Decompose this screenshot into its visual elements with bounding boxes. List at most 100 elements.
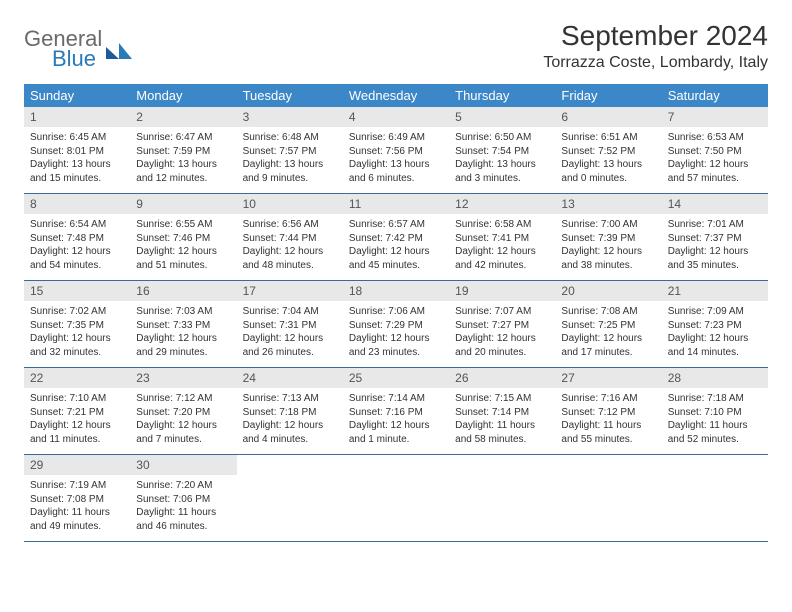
day-number: 30 <box>130 455 236 475</box>
day-info-line: and 42 minutes. <box>455 259 549 273</box>
day-info-line: Sunset: 7:33 PM <box>136 319 230 333</box>
day-number: 18 <box>343 281 449 301</box>
day-info-line: Daylight: 13 hours <box>243 158 337 172</box>
day-cell: 27Sunrise: 7:16 AMSunset: 7:12 PMDayligh… <box>555 368 661 454</box>
day-number: 11 <box>343 194 449 214</box>
day-info-line: and 57 minutes. <box>668 172 762 186</box>
empty-cell <box>555 455 661 541</box>
weeks-container: 1Sunrise: 6:45 AMSunset: 8:01 PMDaylight… <box>24 107 768 542</box>
empty-cell <box>343 455 449 541</box>
day-number: 6 <box>555 107 661 127</box>
day-info-line: Sunrise: 7:20 AM <box>136 479 230 493</box>
day-number: 16 <box>130 281 236 301</box>
day-info-line: and 4 minutes. <box>243 433 337 447</box>
day-info-line: Daylight: 12 hours <box>668 158 762 172</box>
day-info-line: Sunrise: 7:19 AM <box>30 479 124 493</box>
day-cell: 9Sunrise: 6:55 AMSunset: 7:46 PMDaylight… <box>130 194 236 280</box>
day-body: Sunrise: 6:55 AMSunset: 7:46 PMDaylight:… <box>130 214 236 276</box>
day-cell: 8Sunrise: 6:54 AMSunset: 7:48 PMDaylight… <box>24 194 130 280</box>
day-body: Sunrise: 7:12 AMSunset: 7:20 PMDaylight:… <box>130 388 236 450</box>
day-info-line: Sunrise: 7:00 AM <box>561 218 655 232</box>
day-body: Sunrise: 7:07 AMSunset: 7:27 PMDaylight:… <box>449 301 555 363</box>
day-number: 10 <box>237 194 343 214</box>
day-info-line: and 45 minutes. <box>349 259 443 273</box>
day-body: Sunrise: 7:13 AMSunset: 7:18 PMDaylight:… <box>237 388 343 450</box>
day-info-line: Daylight: 11 hours <box>455 419 549 433</box>
day-info-line: and 58 minutes. <box>455 433 549 447</box>
day-number: 27 <box>555 368 661 388</box>
day-info-line: and 23 minutes. <box>349 346 443 360</box>
day-info-line: Daylight: 12 hours <box>30 419 124 433</box>
day-body: Sunrise: 6:58 AMSunset: 7:41 PMDaylight:… <box>449 214 555 276</box>
empty-cell <box>449 455 555 541</box>
day-info-line: Sunrise: 7:06 AM <box>349 305 443 319</box>
day-info-line: Sunset: 7:18 PM <box>243 406 337 420</box>
day-info-line: Daylight: 12 hours <box>349 332 443 346</box>
day-body: Sunrise: 7:02 AMSunset: 7:35 PMDaylight:… <box>24 301 130 363</box>
day-info-line: and 46 minutes. <box>136 520 230 534</box>
day-cell: 30Sunrise: 7:20 AMSunset: 7:06 PMDayligh… <box>130 455 236 541</box>
day-info-line: Sunset: 7:12 PM <box>561 406 655 420</box>
day-info-line: and 14 minutes. <box>668 346 762 360</box>
day-info-line: Daylight: 13 hours <box>30 158 124 172</box>
day-cell: 23Sunrise: 7:12 AMSunset: 7:20 PMDayligh… <box>130 368 236 454</box>
day-info-line: Sunrise: 7:09 AM <box>668 305 762 319</box>
day-header-row: SundayMondayTuesdayWednesdayThursdayFrid… <box>24 84 768 107</box>
logo-text: General Blue <box>24 26 102 72</box>
day-info-line: Sunset: 7:20 PM <box>136 406 230 420</box>
day-info-line: Sunset: 7:08 PM <box>30 493 124 507</box>
day-info-line: Daylight: 13 hours <box>455 158 549 172</box>
day-info-line: Daylight: 11 hours <box>668 419 762 433</box>
day-number: 4 <box>343 107 449 127</box>
day-info-line: Sunrise: 7:18 AM <box>668 392 762 406</box>
day-info-line: Sunset: 7:39 PM <box>561 232 655 246</box>
day-cell: 5Sunrise: 6:50 AMSunset: 7:54 PMDaylight… <box>449 107 555 193</box>
day-info-line: and 20 minutes. <box>455 346 549 360</box>
month-title: September 2024 <box>543 20 768 52</box>
day-info-line: Sunrise: 6:54 AM <box>30 218 124 232</box>
day-number: 2 <box>130 107 236 127</box>
day-number: 29 <box>24 455 130 475</box>
empty-cell <box>662 455 768 541</box>
week-row: 29Sunrise: 7:19 AMSunset: 7:08 PMDayligh… <box>24 455 768 542</box>
day-info-line: and 17 minutes. <box>561 346 655 360</box>
day-header: Monday <box>130 84 236 107</box>
day-cell: 4Sunrise: 6:49 AMSunset: 7:56 PMDaylight… <box>343 107 449 193</box>
week-row: 15Sunrise: 7:02 AMSunset: 7:35 PMDayligh… <box>24 281 768 368</box>
day-info-line: Daylight: 13 hours <box>561 158 655 172</box>
day-info-line: Sunrise: 6:53 AM <box>668 131 762 145</box>
day-cell: 29Sunrise: 7:19 AMSunset: 7:08 PMDayligh… <box>24 455 130 541</box>
day-info-line: Sunset: 7:25 PM <box>561 319 655 333</box>
day-info-line: Sunrise: 6:45 AM <box>30 131 124 145</box>
day-number: 28 <box>662 368 768 388</box>
day-info-line: and 12 minutes. <box>136 172 230 186</box>
day-info-line: Sunset: 7:41 PM <box>455 232 549 246</box>
day-info-line: Daylight: 13 hours <box>349 158 443 172</box>
day-info-line: Daylight: 12 hours <box>349 419 443 433</box>
week-row: 8Sunrise: 6:54 AMSunset: 7:48 PMDaylight… <box>24 194 768 281</box>
day-cell: 14Sunrise: 7:01 AMSunset: 7:37 PMDayligh… <box>662 194 768 280</box>
day-body: Sunrise: 7:16 AMSunset: 7:12 PMDaylight:… <box>555 388 661 450</box>
day-number: 17 <box>237 281 343 301</box>
day-info-line: and 48 minutes. <box>243 259 337 273</box>
day-body: Sunrise: 6:48 AMSunset: 7:57 PMDaylight:… <box>237 127 343 189</box>
day-number: 1 <box>24 107 130 127</box>
day-number: 21 <box>662 281 768 301</box>
logo-triangle-icon <box>106 41 132 61</box>
day-info-line: Sunrise: 7:10 AM <box>30 392 124 406</box>
day-body: Sunrise: 6:47 AMSunset: 7:59 PMDaylight:… <box>130 127 236 189</box>
day-number: 26 <box>449 368 555 388</box>
day-header: Friday <box>555 84 661 107</box>
day-info-line: Daylight: 12 hours <box>455 245 549 259</box>
title-block: September 2024 Torrazza Coste, Lombardy,… <box>543 20 768 72</box>
location-text: Torrazza Coste, Lombardy, Italy <box>543 54 768 72</box>
day-info-line: Daylight: 12 hours <box>136 332 230 346</box>
day-info-line: Sunrise: 7:04 AM <box>243 305 337 319</box>
day-info-line: Sunrise: 6:49 AM <box>349 131 443 145</box>
day-info-line: Sunset: 7:31 PM <box>243 319 337 333</box>
day-info-line: Daylight: 12 hours <box>243 332 337 346</box>
day-number: 13 <box>555 194 661 214</box>
calendar-grid: SundayMondayTuesdayWednesdayThursdayFrid… <box>24 84 768 542</box>
day-body: Sunrise: 6:54 AMSunset: 7:48 PMDaylight:… <box>24 214 130 276</box>
day-header: Thursday <box>449 84 555 107</box>
